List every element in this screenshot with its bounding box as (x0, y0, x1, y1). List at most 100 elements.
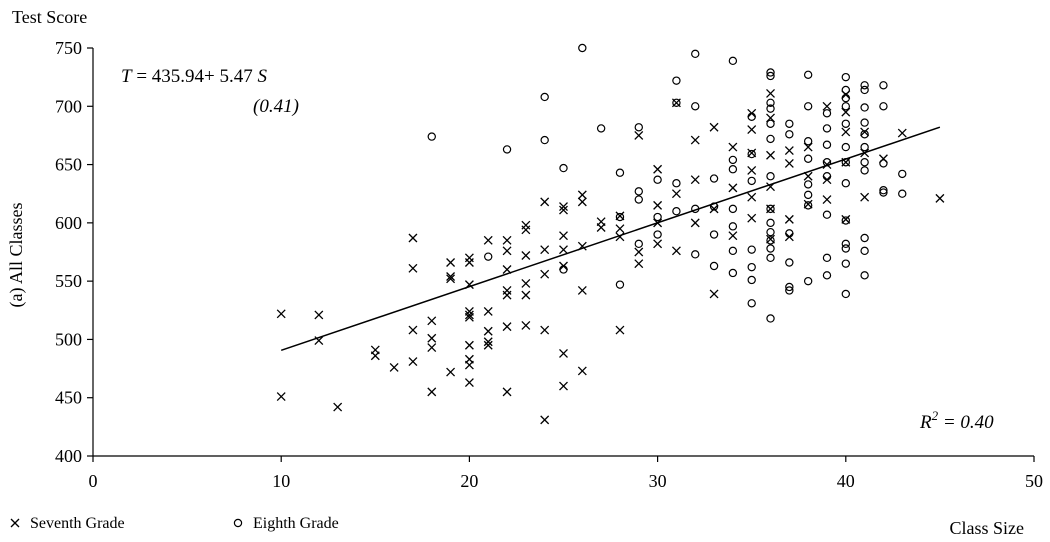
seventh-grade-point (314, 310, 324, 320)
seventh-grade-point (483, 235, 493, 245)
eighth-grade-point (615, 168, 625, 177)
eighth-grade-point (728, 155, 738, 165)
eighth-grade-point (728, 204, 738, 214)
seventh-grade-point (464, 310, 474, 320)
seventh-grade-point (690, 218, 700, 228)
legend-marker-o-icon (233, 518, 243, 528)
legend-label-eighth: Eighth Grade (253, 515, 339, 532)
seventh-grade-point (521, 225, 531, 235)
seventh-grade-point (540, 197, 550, 207)
eighth-grade-point (634, 239, 643, 249)
eighth-grade-point (728, 56, 738, 66)
eighth-grade-point (766, 119, 775, 128)
eighth-grade-point (822, 172, 832, 181)
eighth-grade-point (728, 165, 738, 174)
seventh-grade-point (671, 189, 681, 199)
eighth-grade-point (672, 206, 681, 216)
axis-ticks: 0 10 20 30 40 50 400 450 500 550 600 650 700 750 (55, 38, 1043, 491)
seventh-grade-point (521, 320, 531, 330)
seventh-grade-point (559, 381, 568, 391)
seventh-grade-point (860, 192, 870, 202)
seventh-grade-point (747, 192, 757, 202)
eighth-grade-point (766, 253, 775, 263)
eighth-grade-point (709, 230, 719, 239)
eighth-grade-point (747, 262, 756, 272)
seventh-grade-point (521, 251, 531, 260)
eighth-grade-point (766, 218, 775, 228)
seventh-grade-point (822, 101, 832, 111)
eighth-grade-point (691, 49, 700, 59)
seventh-grade-point (709, 122, 719, 132)
seventh-grade-point (370, 345, 380, 355)
eighth-grade-point (747, 275, 756, 285)
seventh-grade-point (897, 128, 907, 138)
fit-line-group (280, 126, 941, 352)
seventh-grade-point (728, 142, 738, 152)
eighth-grade-point (879, 159, 888, 168)
eighth-grade-point (841, 244, 851, 253)
eighth-grade-point (785, 258, 794, 267)
seventh-grade-point (747, 148, 757, 158)
eighth-grade-point (841, 259, 851, 268)
seventh-grade-point (559, 205, 568, 215)
seventh-grade-point (483, 337, 493, 347)
seventh-grade-point (577, 197, 587, 207)
seventh-grade-point (427, 343, 437, 353)
seventh-grade-point (483, 340, 493, 350)
eighth-grade-point (785, 282, 794, 292)
seventh-grade-point (540, 325, 550, 335)
eighth-grade-point (860, 271, 869, 280)
legend-marker-x-icon (10, 518, 20, 528)
seventh-grade-point (728, 183, 738, 193)
seventh-grade-point (464, 354, 474, 364)
seventh-grade-point (615, 224, 625, 234)
seventh-grade-point (559, 348, 568, 358)
seventh-grade-point (276, 309, 286, 319)
seventh-grade-point (502, 387, 512, 397)
seventh-grade-point (333, 402, 343, 412)
x-tick-label: 0 (89, 471, 98, 491)
seventh-grade-point (502, 290, 512, 300)
eighth-grade-point (803, 102, 813, 111)
x-tick-label: 50 (1025, 471, 1043, 491)
seventh-grade-point (596, 217, 606, 227)
seventh-grade-point (427, 316, 437, 326)
eighth-grade-point (691, 250, 700, 259)
eighth-grade-point (841, 289, 851, 299)
eighth-grade-point (766, 244, 775, 253)
seventh-grade-point (634, 259, 644, 269)
seventh-grade-point (408, 325, 418, 335)
eighth-grade-point (822, 109, 832, 118)
eighth-grade-point (879, 102, 888, 111)
seventh-grade-point (841, 127, 851, 137)
eighth-grade-point (841, 239, 851, 249)
eighth-grade-point (860, 233, 869, 243)
seventh-grade-point (521, 279, 531, 288)
seventh-grade-point (502, 322, 512, 332)
eighth-grade-point (860, 166, 869, 175)
regression-equation: T = 435.94+ 5.47 S (121, 66, 268, 87)
eighth-grade-point (540, 92, 549, 102)
eighth-grade-point (691, 102, 700, 111)
seventh-grade-point (728, 231, 738, 241)
seventh-grade-point (446, 274, 456, 284)
eighth-grade-point (879, 186, 888, 195)
eighth-grade-point (803, 276, 813, 286)
eighth-grade-point (766, 104, 775, 113)
y-tick-label: 650 (55, 155, 82, 175)
seventh-grade-point (502, 235, 512, 245)
eighth-grade-point (766, 68, 775, 77)
eighth-grade-point (803, 137, 813, 146)
eighth-grade-point (766, 98, 775, 107)
eighth-grade-point (803, 70, 813, 80)
eighth-grade-point (898, 169, 907, 179)
seventh-grade-point (803, 199, 813, 209)
seventh-grade-point (653, 200, 663, 210)
eighth-grade-point (860, 158, 869, 167)
equation-lhs: T (121, 66, 133, 87)
seventh-grade-point (766, 234, 775, 244)
eighth-grade-point (427, 132, 436, 141)
seventh-grade-point (766, 150, 775, 160)
seventh-grade-point (464, 378, 474, 388)
